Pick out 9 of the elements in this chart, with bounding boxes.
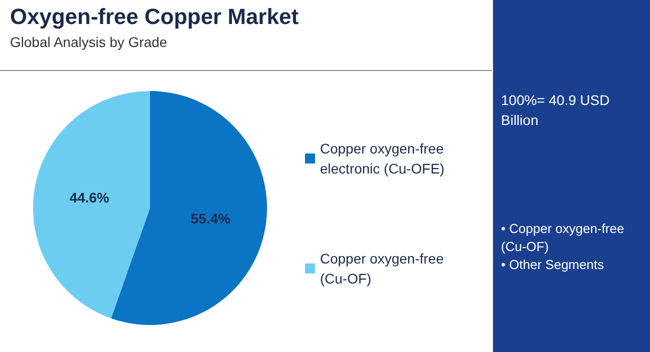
- legend-label: Copper oxygen-free electronic (Cu-OFE): [320, 140, 448, 176]
- text: • Copper oxygen-free (Cu-OF): [501, 220, 626, 256]
- chart-subtitle: Global Analysis by Grade: [10, 34, 168, 50]
- data-label: 55.4%: [190, 210, 232, 226]
- data-label: 44.6%: [70, 190, 110, 206]
- legend-label: Copper oxygen-free (Cu-OF): [320, 250, 448, 286]
- chart-title: Oxygen-free Copper Market: [10, 4, 299, 30]
- text: 100%= 40.9 USD Billion: [501, 91, 611, 130]
- text: • Other Segments: [501, 256, 605, 274]
